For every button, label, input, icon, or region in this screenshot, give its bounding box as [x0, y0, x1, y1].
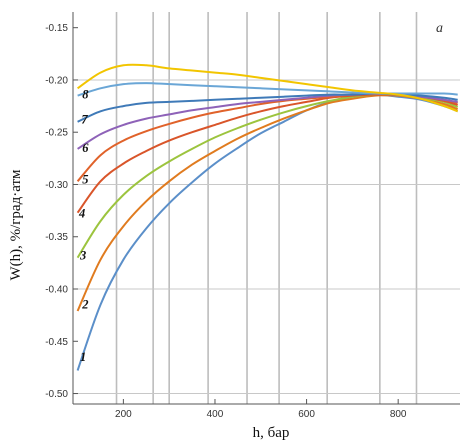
curve-label-4: 4 [78, 207, 85, 221]
series-line-top [77, 63, 459, 113]
series-layer [76, 63, 459, 371]
y-tick-label-0: -0.15 [45, 23, 68, 34]
x-tick-label-0: 200 [115, 409, 132, 420]
series-line-8 [77, 82, 458, 97]
curve-label-1: 1 [80, 350, 86, 364]
y-tick-label-7: -0.50 [45, 389, 68, 400]
tick-layer: -0.15 -0.20 -0.25 -0.30 -0.35 -0.40 -0.45 -0.50… [45, 23, 407, 420]
y-tick-label-3: -0.30 [45, 180, 68, 191]
curve-label-6: 6 [82, 141, 89, 155]
y-axis-label: W(h), %/град·атм [8, 169, 24, 281]
curve-label-2: 2 [81, 298, 88, 312]
y-tick-label-5: -0.40 [45, 285, 68, 296]
x-axis-label: h, бар [253, 425, 290, 441]
x-tick-label-3: 800 [390, 409, 407, 420]
curve-label-5: 5 [82, 172, 88, 186]
y-tick-label-4: -0.35 [45, 232, 68, 243]
x-tick-label-1: 400 [207, 409, 224, 420]
y-tick-label-2: -0.25 [45, 128, 68, 139]
y-tick-label-6: -0.45 [45, 337, 68, 348]
curve-label-7: 7 [81, 113, 88, 127]
x-tick-label-2: 600 [298, 409, 315, 420]
series-line-1 [76, 93, 459, 371]
curve-label-layer: 1 2 3 4 5 6 7 8 [78, 88, 89, 364]
grid-layer [73, 12, 460, 404]
curve-label-8: 8 [82, 88, 89, 102]
y-tick-label-1: -0.20 [45, 75, 68, 86]
panel-label: a [436, 21, 443, 36]
curve-label-3: 3 [79, 249, 86, 263]
axes-layer [72, 12, 460, 405]
plot-background [73, 12, 460, 404]
